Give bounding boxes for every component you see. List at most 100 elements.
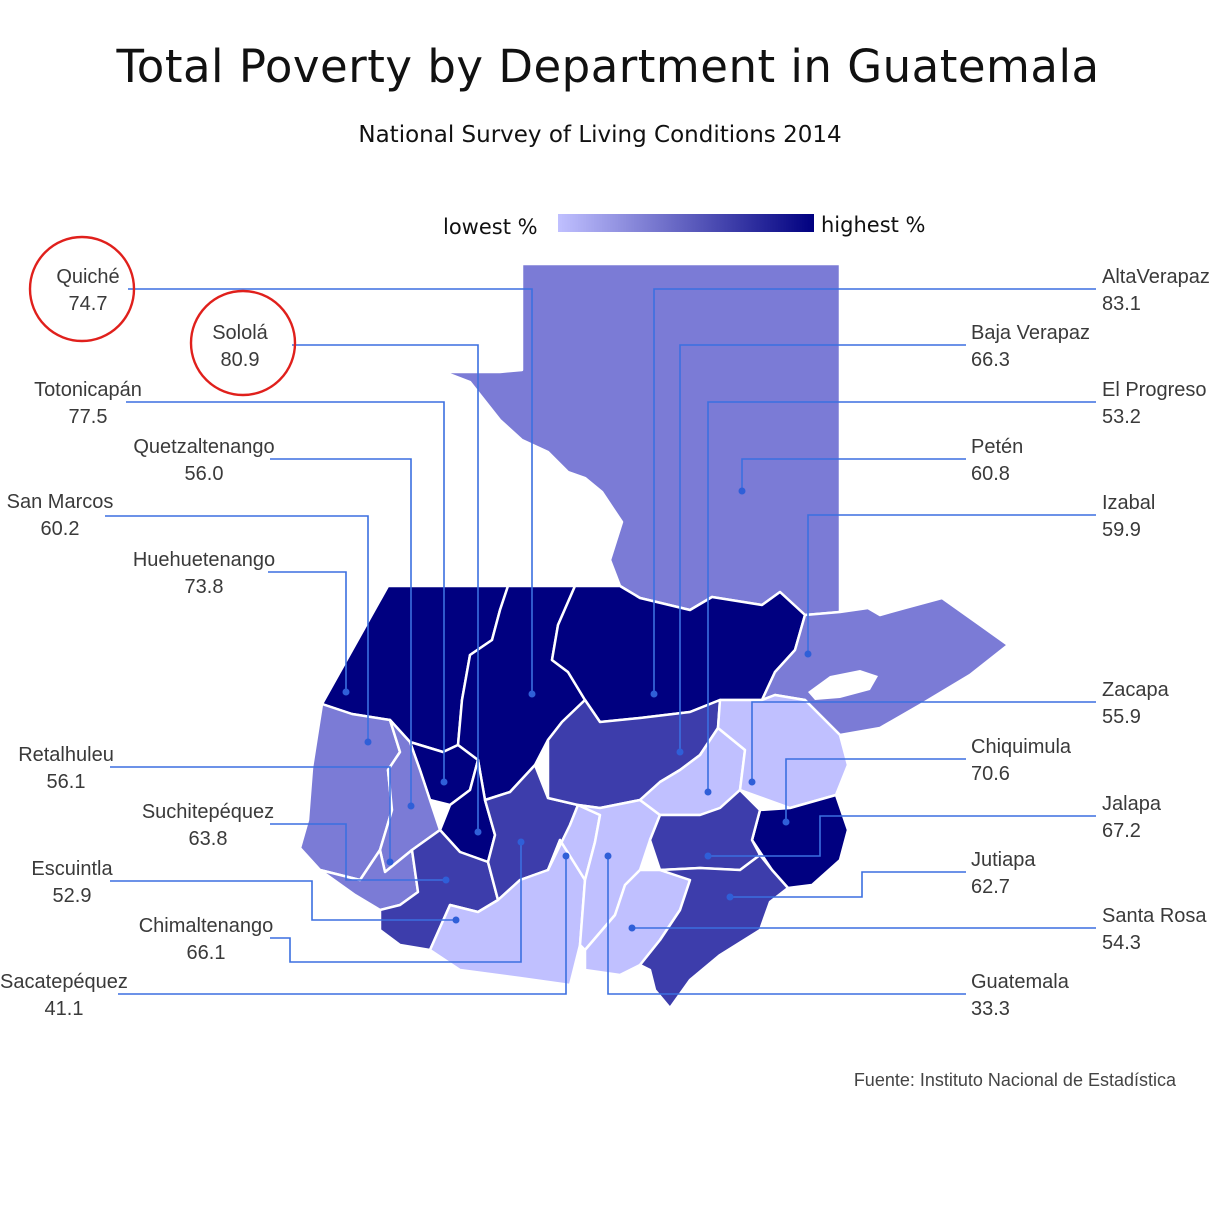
region-jutiapa[interactable] [638, 853, 790, 1010]
marker-dot-altaverapaz [650, 690, 658, 698]
leader-line-chimaltenango [270, 842, 522, 963]
leader-line-quiche [128, 288, 533, 694]
marker-dot-suchitepequez [442, 876, 450, 884]
marker-dot-jutiapa [726, 893, 734, 901]
leader-line-bajaverapaz [679, 344, 966, 752]
marker-dot-peten [738, 487, 746, 495]
marker-dot-guatemala [604, 852, 612, 860]
label-name-santarosa: Santa Rosa [1102, 905, 1207, 927]
label-name-suchitepequez: Suchitepéquez [142, 801, 274, 823]
label-value-santarosa: 54.3 [1102, 932, 1141, 954]
marker-dot-totonicapan [440, 778, 448, 786]
label-value-retalhuleu: 56.1 [47, 771, 86, 793]
leader-line-huehuetenango [268, 571, 347, 692]
leader-line-sacatepequez [118, 856, 567, 995]
leader-line-altaverapaz [653, 288, 1096, 694]
leader-line-jalapa [708, 815, 1096, 857]
label-name-jutiapa: Jutiapa [971, 849, 1036, 871]
legend-gradient-bar [558, 214, 814, 232]
marker-dot-zacapa [748, 778, 756, 786]
label-value-elprogreso: 53.2 [1102, 406, 1141, 428]
highlight-circle-solola [189, 289, 297, 397]
marker-dot-chiquimula [782, 818, 790, 826]
label-value-quiche: 74.7 [69, 293, 108, 315]
marker-dot-bajaverapaz [676, 748, 684, 756]
label-name-quiche: Quiché [56, 266, 119, 288]
leader-line-izabal [807, 514, 1096, 654]
label-name-zacapa: Zacapa [1102, 679, 1170, 701]
marker-dot-huehuetenango [342, 688, 350, 696]
label-name-sacatepequez: Sacatepéquez [0, 971, 128, 993]
label-value-totonicapan: 77.5 [69, 406, 108, 428]
region-peten[interactable] [442, 262, 842, 617]
region-chiquimula[interactable] [750, 793, 850, 890]
label-name-sanmarcos: San Marcos [7, 491, 114, 513]
leader-line-solola [292, 344, 479, 832]
marker-dot-izabal [804, 650, 812, 658]
leader-line-zacapa [751, 701, 1096, 782]
leader-line-totonicapan [126, 401, 445, 782]
label-value-izabal: 59.9 [1102, 519, 1141, 541]
map-title: Total Poverty by Department in Guatemala [116, 40, 1100, 93]
region-jalapa[interactable] [648, 788, 762, 872]
label-name-chimaltenango: Chimaltenango [139, 915, 274, 937]
label-name-peten: Petén [971, 436, 1023, 458]
label-name-totonicapan: Totonicapán [34, 379, 142, 401]
marker-dot-santarosa [628, 924, 636, 932]
label-name-chiquimula: Chiquimula [971, 736, 1072, 758]
legend-high-label: highest % [821, 213, 926, 237]
label-value-guatemala: 33.3 [971, 998, 1010, 1020]
leader-line-chiquimula [785, 758, 966, 822]
marker-dot-elprogreso [704, 788, 712, 796]
label-name-guatemala: Guatemala [971, 971, 1070, 993]
marker-dot-chimaltenango [517, 838, 525, 846]
label-value-quetzaltenango: 56.0 [185, 463, 224, 485]
label-value-chimaltenango: 66.1 [187, 942, 226, 964]
legend-low-label: lowest % [443, 215, 538, 239]
label-value-suchitepequez: 63.8 [189, 828, 228, 850]
leader-line-peten [741, 458, 966, 491]
leader-line-escuintla [110, 880, 456, 921]
label-name-jalapa: Jalapa [1102, 793, 1162, 815]
label-value-altaverapaz: 83.1 [1102, 293, 1141, 315]
marker-dot-quiche [528, 690, 536, 698]
label-value-chiquimula: 70.6 [971, 763, 1010, 785]
leader-line-elprogreso [707, 401, 1096, 792]
label-name-quetzaltenango: Quetzaltenango [133, 436, 274, 458]
leader-line-sanmarcos [105, 515, 369, 742]
leader-line-retalhuleu [110, 766, 391, 862]
label-name-elprogreso: El Progreso [1102, 379, 1207, 401]
marker-dot-sacatepequez [562, 852, 570, 860]
label-name-altaverapaz: AltaVerapaz [1102, 266, 1210, 288]
label-name-escuintla: Escuintla [31, 858, 113, 880]
marker-dot-retalhuleu [386, 858, 394, 866]
leader-line-guatemala [607, 856, 966, 995]
marker-dot-solola [474, 828, 482, 836]
lake-izabal [808, 670, 878, 700]
label-name-bajaverapaz: Baja Verapaz [971, 322, 1090, 344]
label-value-jalapa: 67.2 [1102, 820, 1141, 842]
map-subtitle: National Survey of Living Conditions 201… [358, 122, 842, 148]
marker-dot-escuintla [452, 916, 460, 924]
marker-dot-quetzaltenango [407, 802, 415, 810]
label-value-sacatepequez: 41.1 [45, 998, 84, 1020]
source-credit: Fuente: Instituto Nacional de Estadístic… [854, 1070, 1177, 1090]
leader-line-quetzaltenango [270, 458, 412, 806]
region-izabal[interactable] [760, 596, 1010, 737]
marker-dot-jalapa [704, 852, 712, 860]
label-value-peten: 60.8 [971, 463, 1010, 485]
label-value-bajaverapaz: 66.3 [971, 349, 1010, 371]
leader-line-suchitepequez [270, 823, 446, 881]
label-value-escuintla: 52.9 [53, 885, 92, 907]
label-value-solola: 80.9 [221, 349, 260, 371]
highlight-circle-quiche [28, 235, 136, 343]
label-value-huehuetenango: 73.8 [185, 576, 224, 598]
label-value-zacapa: 55.9 [1102, 706, 1141, 728]
label-value-sanmarcos: 60.2 [41, 518, 80, 540]
label-value-jutiapa: 62.7 [971, 876, 1010, 898]
label-name-solola: Sololá [212, 322, 268, 344]
label-name-izabal: Izabal [1102, 492, 1155, 514]
label-name-huehuetenango: Huehuetenango [133, 549, 275, 571]
leader-line-jutiapa [730, 871, 966, 898]
